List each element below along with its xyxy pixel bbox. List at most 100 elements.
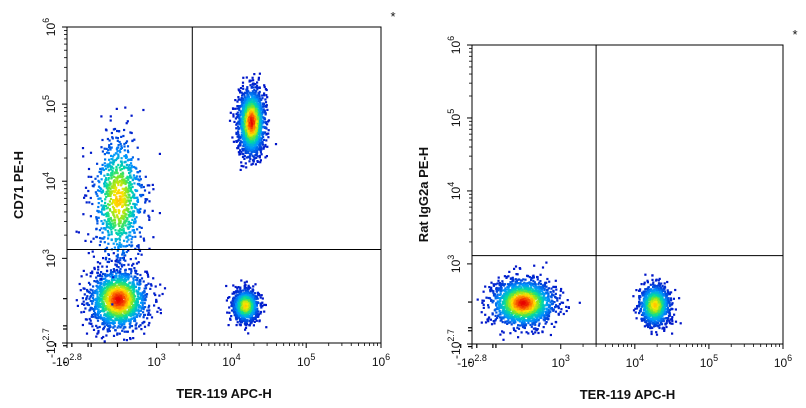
event-dot [134, 218, 137, 221]
event-dot [128, 231, 131, 234]
event-dot [127, 196, 130, 199]
event-dot [112, 155, 115, 158]
event-dot [134, 221, 137, 224]
event-dot [112, 322, 115, 326]
event-dot [127, 178, 130, 181]
event-dot [255, 300, 258, 303]
event-dot [84, 186, 88, 189]
event-dot [241, 129, 245, 132]
event-dot [111, 306, 114, 309]
event-dot [93, 280, 96, 283]
event-dot [142, 185, 145, 189]
event-dot [232, 303, 235, 306]
event-dot [237, 96, 240, 99]
event-dot [110, 314, 113, 317]
event-dot [132, 165, 135, 169]
event-dot [235, 298, 238, 301]
event-dot [110, 165, 114, 169]
event-dot [118, 166, 121, 169]
event-dot [128, 268, 131, 271]
event-dot [106, 213, 109, 216]
event-dot [250, 100, 253, 103]
event-dot [148, 218, 151, 221]
event-dot [252, 293, 255, 297]
event-dot [117, 146, 120, 149]
event-dot [243, 119, 246, 122]
event-dot [125, 190, 128, 193]
event-dot [112, 326, 115, 329]
event-dot [239, 91, 242, 94]
event-dot [239, 87, 243, 90]
event-dot [109, 296, 112, 299]
event-dot [134, 235, 137, 238]
event-dot [261, 140, 264, 143]
event-dot [138, 249, 142, 252]
event-dot [256, 117, 259, 120]
event-dot [264, 111, 267, 114]
event-dot [128, 215, 131, 218]
event-dot [241, 317, 244, 320]
event-dot [144, 306, 147, 309]
event-dot [245, 136, 248, 140]
event-dot [120, 324, 123, 327]
event-dot [114, 240, 117, 243]
event-dot [129, 234, 132, 237]
event-dot [126, 216, 129, 219]
event-dot [255, 113, 258, 116]
event-dot [241, 101, 244, 105]
event-dot [256, 297, 259, 300]
event-dot [241, 115, 245, 118]
event-dot [249, 319, 252, 322]
event-dot [120, 162, 123, 165]
event-dot [147, 282, 150, 285]
event-dot [101, 138, 104, 142]
event-dot [252, 295, 255, 298]
event-dot [109, 221, 112, 224]
event-dot [139, 273, 142, 277]
event-dot [257, 136, 260, 139]
event-dot [120, 199, 124, 202]
event-dot [100, 295, 103, 298]
event-dot [248, 324, 251, 327]
event-dot [110, 283, 113, 286]
event-dot [126, 176, 129, 179]
event-dot [135, 269, 138, 273]
event-dot [109, 216, 112, 220]
event-dot [242, 311, 245, 314]
event-dot [126, 273, 129, 276]
event-dot [139, 301, 143, 304]
event-dot [137, 244, 140, 247]
event-dot [118, 332, 121, 335]
event-dot [235, 317, 238, 320]
event-dot [96, 261, 99, 264]
event-dot [251, 140, 254, 143]
event-dot [242, 76, 245, 79]
event-dot [102, 319, 105, 322]
event-dot [133, 203, 136, 206]
event-dot [256, 86, 259, 89]
event-dot [253, 95, 256, 98]
event-dot [255, 127, 258, 130]
event-dot [259, 159, 262, 162]
event-dot [105, 334, 108, 337]
event-dot [255, 117, 258, 120]
event-dot [96, 332, 99, 335]
event-dot [124, 299, 127, 302]
event-dot [143, 209, 146, 212]
event-dot [123, 239, 126, 242]
event-dot [253, 132, 256, 135]
event-dot [257, 105, 261, 108]
event-dot [258, 92, 261, 96]
event-dot [111, 186, 114, 189]
event-dot [151, 183, 154, 186]
event-dot [101, 231, 104, 234]
event-dot [232, 115, 235, 118]
event-dot [245, 96, 248, 99]
event-dot [144, 299, 147, 302]
event-dot [76, 304, 79, 307]
event-dot [249, 104, 252, 107]
event-dot [246, 306, 249, 309]
event-dot [127, 285, 131, 288]
event-dot [140, 193, 143, 197]
event-dot [83, 293, 86, 296]
